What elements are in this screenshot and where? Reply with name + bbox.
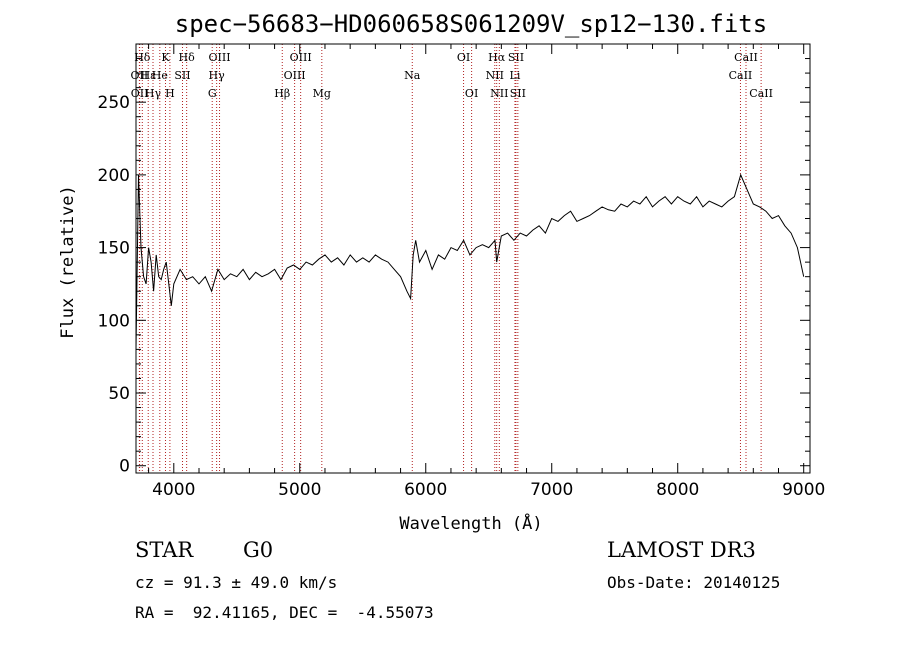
line-marker-label-15: OIII xyxy=(284,69,306,82)
object-subclass: G0 xyxy=(243,538,274,562)
x-tick-label-1: 5000 xyxy=(278,480,321,500)
plot-axes xyxy=(135,43,811,474)
line-marker-label-1: OII xyxy=(131,69,149,82)
y-tick-label-1: 50 xyxy=(108,384,130,404)
line-marker-label-12: G xyxy=(208,87,217,100)
x-tick-label-2: 6000 xyxy=(404,480,447,500)
line-marker-label-16: Mg xyxy=(313,87,331,100)
line-marker-label-28: CaII xyxy=(749,87,773,100)
line-marker-label-13: Hβ xyxy=(274,87,290,100)
observation-date: Obs-Date: 20140125 xyxy=(607,573,781,592)
axis-ticks: 4000 5000 6000 7000 8000 9000 0 50 100 150 200 250 xyxy=(98,44,825,500)
line-marker-label-25: SII xyxy=(510,87,526,100)
line-marker-label-18: OI xyxy=(457,51,470,64)
y-tick-label-5: 250 xyxy=(98,93,130,113)
line-marker-label-2: OII xyxy=(131,87,149,100)
y-tick-label-4: 200 xyxy=(98,166,130,186)
line-marker-label-10: OIII xyxy=(208,51,230,64)
line-marker-label-24: NII xyxy=(490,87,508,100)
x-tick-label-5: 9000 xyxy=(782,480,825,500)
line-marker-label-26: CaII xyxy=(734,51,758,64)
line-marker-label-20: Hα xyxy=(488,51,506,64)
line-marker-label-11: Hγ xyxy=(209,69,226,82)
spectrum-series xyxy=(135,173,805,350)
x-axis-label: Wavelength (Å) xyxy=(399,512,542,534)
y-tick-label-3: 150 xyxy=(98,239,130,259)
line-marker-label-23: Li xyxy=(510,69,521,82)
line-marker-label-4: Hγ xyxy=(145,87,162,100)
survey-label: LAMOST DR3 xyxy=(607,538,756,562)
plot-frame xyxy=(135,43,811,474)
line-marker-label-14: OIII xyxy=(290,51,312,64)
y-tick-label-0: 0 xyxy=(119,457,130,477)
line-marker-label-9: Hδ xyxy=(179,51,196,64)
spectrum-line-0 xyxy=(135,173,805,350)
line-marker-label-0: Hδ xyxy=(134,51,151,64)
redshift-text: cz = 91.3 ± 49.0 km/s xyxy=(135,573,338,592)
x-tick-label-3: 7000 xyxy=(530,480,573,500)
line-marker-label-27: CaII xyxy=(729,69,753,82)
line-marker-label-22: NII xyxy=(486,69,504,82)
x-tick-label-0: 4000 xyxy=(152,480,195,500)
chart-title: spec−56683−HD060658S061209V_sp12−130.fit… xyxy=(175,10,767,38)
y-tick-label-2: 100 xyxy=(98,311,130,331)
line-marker-label-21: SII xyxy=(508,51,524,64)
y-axis-label: Flux (relative) xyxy=(58,185,78,339)
object-class: STAR xyxy=(135,538,194,562)
line-marker-label-6: He xyxy=(152,69,168,82)
coordinates-text: RA = 92.41165, DEC = -4.55073 xyxy=(135,603,434,622)
line-marker-label-19: OI xyxy=(465,87,478,100)
line-marker-label-17: Na xyxy=(404,69,421,82)
line-marker-label-3: Hε xyxy=(141,69,157,82)
line-marker-label-5: K xyxy=(161,51,170,64)
x-tick-label-4: 8000 xyxy=(656,480,699,500)
line-marker-label-7: SII xyxy=(174,69,190,82)
line-marker-label-8: H xyxy=(165,87,175,100)
